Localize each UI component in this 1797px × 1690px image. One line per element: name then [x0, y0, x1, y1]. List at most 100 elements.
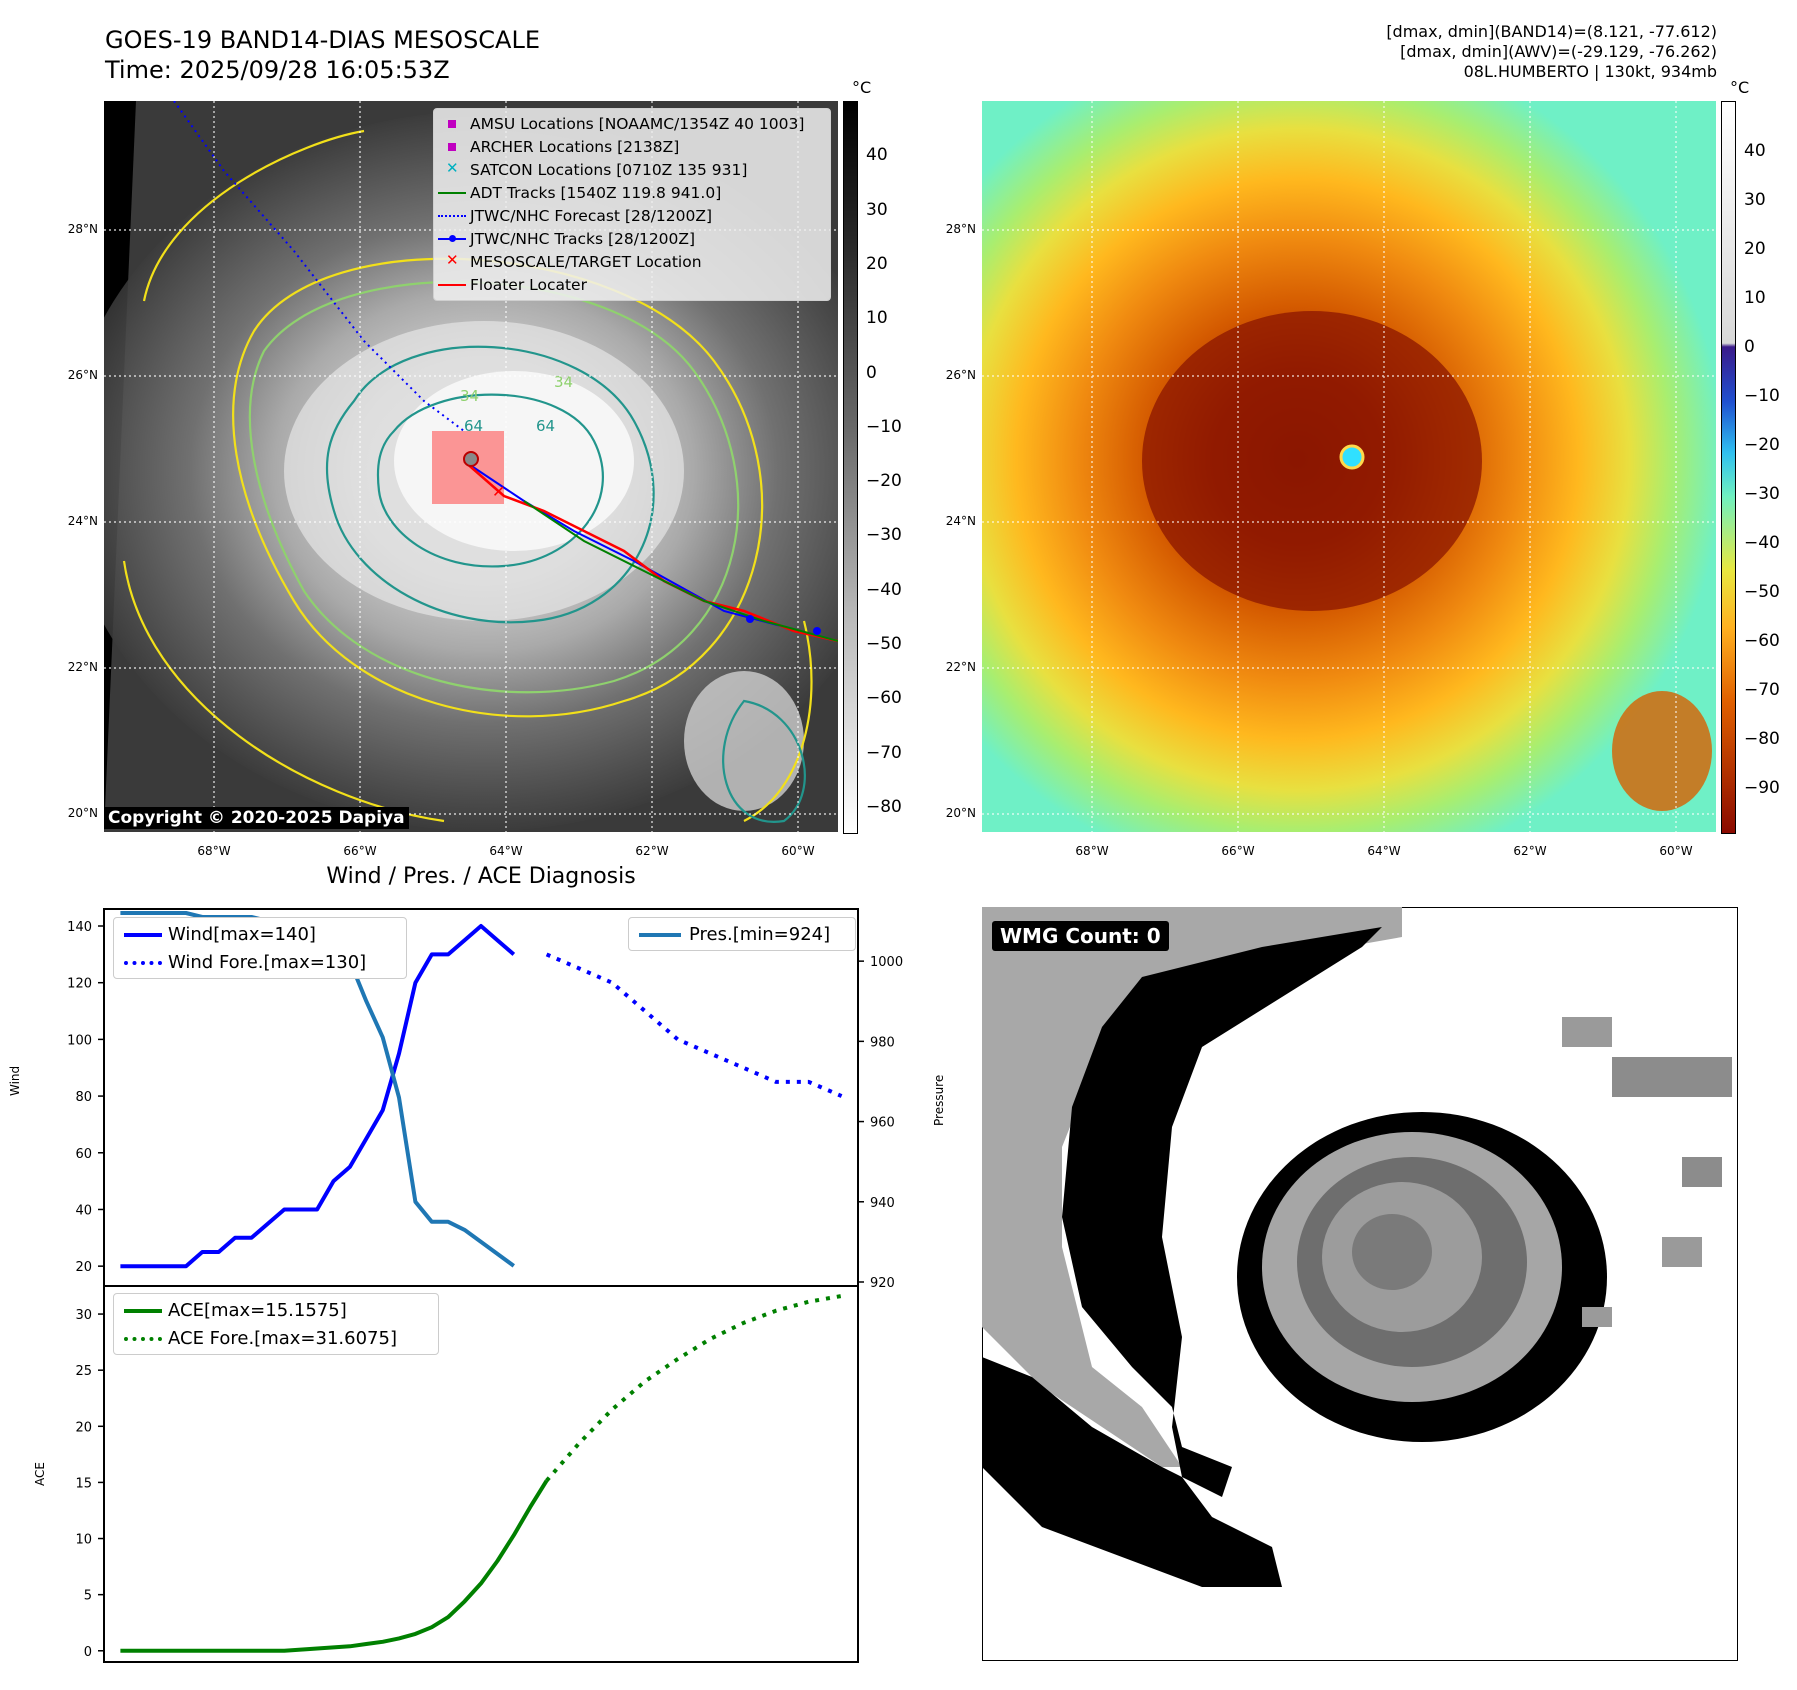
ir-colorbar-tick: −50 — [866, 634, 902, 654]
lon-tick: 60°W — [781, 844, 815, 858]
lon-tick: 68°W — [197, 844, 231, 858]
lat-tick: 22°N — [67, 660, 98, 674]
legend-entry-amsu: AMSU Locations [NOAAMC/1354Z 40 1003] — [434, 112, 830, 135]
ir-colorbar-unit: °C — [852, 78, 872, 97]
lon-tick: 62°W — [1513, 844, 1547, 858]
awv-colorbar-tick: −10 — [1744, 386, 1780, 406]
awv-colorbar-tick: −40 — [1744, 533, 1780, 553]
lon-tick: 64°W — [489, 844, 523, 858]
lat-tick: 26°N — [67, 368, 98, 382]
y-tick-label: 100 — [67, 1033, 92, 1048]
y-tick-label: 30 — [75, 1308, 92, 1323]
x-marker-icon: ✕ — [446, 158, 459, 177]
series-line-1 — [545, 1294, 842, 1483]
awv-colorbar — [1721, 101, 1736, 834]
map-title-time: Time: 2025/09/28 16:05:53Z — [105, 56, 450, 84]
lat-tick: 26°N — [945, 368, 976, 382]
ir-map-legend: AMSU Locations [NOAAMC/1354Z 40 1003] AR… — [433, 108, 831, 301]
legend-entry-ace-forecast: ACE Fore.[max=31.6075] — [120, 1324, 432, 1352]
solid-line-icon — [120, 924, 168, 944]
ir-colorbar-tick: −20 — [866, 471, 902, 491]
awv-colorbar-tick: 40 — [1744, 141, 1766, 161]
awv-colorbar-tick: 10 — [1744, 288, 1766, 308]
y-right-tick-label: 1000 — [870, 955, 903, 970]
awv-range: [dmax, dmin](AWV)=(-29.129, -76.262) — [1400, 42, 1717, 61]
lat-tick: 20°N — [945, 806, 976, 820]
pressure-legend: Pres.[min=924] — [628, 917, 856, 951]
y-tick-label: 40 — [75, 1203, 92, 1218]
ir-colorbar-tick: 40 — [866, 145, 888, 165]
solid-line-icon — [120, 1300, 168, 1320]
y-tick-label: 140 — [67, 920, 92, 935]
awv-colorbar-tick: 20 — [1744, 239, 1766, 259]
ace-legend: ACE[max=15.1575] ACE Fore.[max=31.6075] — [113, 1293, 439, 1355]
legend-entry-target: ✕ MESOSCALE/TARGET Location — [434, 250, 830, 273]
legend-entry-wind: Wind[max=140] — [120, 920, 400, 948]
square-marker-icon — [434, 137, 470, 157]
dotted-line-icon — [120, 952, 168, 972]
legend-entry-forecast: JTWC/NHC Forecast [28/1200Z] — [434, 204, 830, 227]
wmg-count-label: WMG Count: 0 — [992, 921, 1169, 951]
awv-satellite-map[interactable] — [982, 101, 1716, 832]
legend-entry-tracks: JTWC/NHC Tracks [28/1200Z] — [434, 227, 830, 250]
series-line-0 — [120, 924, 516, 1269]
y-tick-label: 20 — [75, 1260, 92, 1275]
band14-range: [dmax, dmin](BAND14)=(8.121, -77.612) — [1386, 22, 1717, 41]
lon-tick: 64°W — [1367, 844, 1401, 858]
copyright-label: Copyright © 2020-2025 Dapiya — [104, 807, 409, 829]
awv-colorbar-tick: −60 — [1744, 631, 1780, 651]
ir-colorbar-tick: −80 — [866, 797, 902, 817]
ir-colorbar-tick: −60 — [866, 688, 902, 708]
wind-legend: Wind[max=140] Wind Fore.[max=130] — [113, 917, 407, 979]
ir-colorbar-tick: 30 — [866, 200, 888, 220]
lon-tick: 62°W — [635, 844, 669, 858]
ir-colorbar-tick: 0 — [866, 363, 877, 383]
legend-entry-wind-forecast: Wind Fore.[max=130] — [120, 948, 400, 976]
lat-tick: 20°N — [67, 806, 98, 820]
y-right-tick-label: 960 — [870, 1116, 895, 1131]
awv-colorbar-tick: −70 — [1744, 680, 1780, 700]
contour-label: 34 — [554, 373, 573, 391]
legend-entry-archer: ARCHER Locations [2138Z] — [434, 135, 830, 158]
line-dot-icon — [434, 229, 470, 249]
x-marker-icon: ✕ — [446, 250, 459, 269]
legend-entry-pressure: Pres.[min=924] — [635, 920, 849, 948]
dotted-line-icon — [434, 206, 470, 226]
y-tick-label: 15 — [75, 1476, 92, 1491]
diagnosis-title: Wind / Pres. / ACE Diagnosis — [326, 864, 636, 889]
y-right-tick-label: 920 — [870, 1276, 895, 1290]
lat-tick: 24°N — [945, 514, 976, 528]
dotted-line-icon — [120, 1328, 168, 1348]
ir-colorbar-tick: −40 — [866, 580, 902, 600]
ir-colorbar-tick: −30 — [866, 525, 902, 545]
contour-label: 64 — [536, 417, 555, 435]
awv-colorbar-unit: °C — [1730, 78, 1750, 97]
lon-tick: 60°W — [1659, 844, 1693, 858]
y-right-tick-label: 940 — [870, 1196, 895, 1211]
lon-tick: 66°W — [1221, 844, 1255, 858]
square-marker-icon — [434, 114, 470, 134]
y-tick-label: 20 — [75, 1420, 92, 1435]
target-box — [432, 431, 504, 504]
target-marker-icon: ✕ — [492, 482, 505, 501]
lat-tick: 22°N — [945, 660, 976, 674]
ir-colorbar-tick: 10 — [866, 308, 888, 328]
awv-colorbar-tick: −30 — [1744, 484, 1780, 504]
y-tick-label: 120 — [67, 977, 92, 992]
y-right-tick-label: 980 — [870, 1035, 895, 1050]
map-title: GOES-19 BAND14-DIAS MESOSCALE Time: 2025… — [105, 25, 540, 85]
wmg-map[interactable] — [982, 907, 1738, 1661]
lat-tick: 28°N — [945, 222, 976, 236]
y-tick-label: 25 — [75, 1364, 92, 1379]
awv-colorbar-tick: −20 — [1744, 435, 1780, 455]
awv-colorbar-tick: −50 — [1744, 582, 1780, 602]
ir-colorbar-tick: −10 — [866, 417, 902, 437]
lon-tick: 68°W — [1075, 844, 1109, 858]
series-line-0 — [120, 1479, 549, 1653]
contour-label: 34 — [460, 387, 479, 405]
ir-colorbar-tick: 20 — [866, 254, 888, 274]
lat-tick: 28°N — [67, 222, 98, 236]
storm-info: [dmax, dmin](BAND14)=(8.121, -77.612) [d… — [1117, 22, 1717, 82]
contour-label: 64 — [464, 417, 483, 435]
solid-line-icon — [635, 924, 689, 944]
